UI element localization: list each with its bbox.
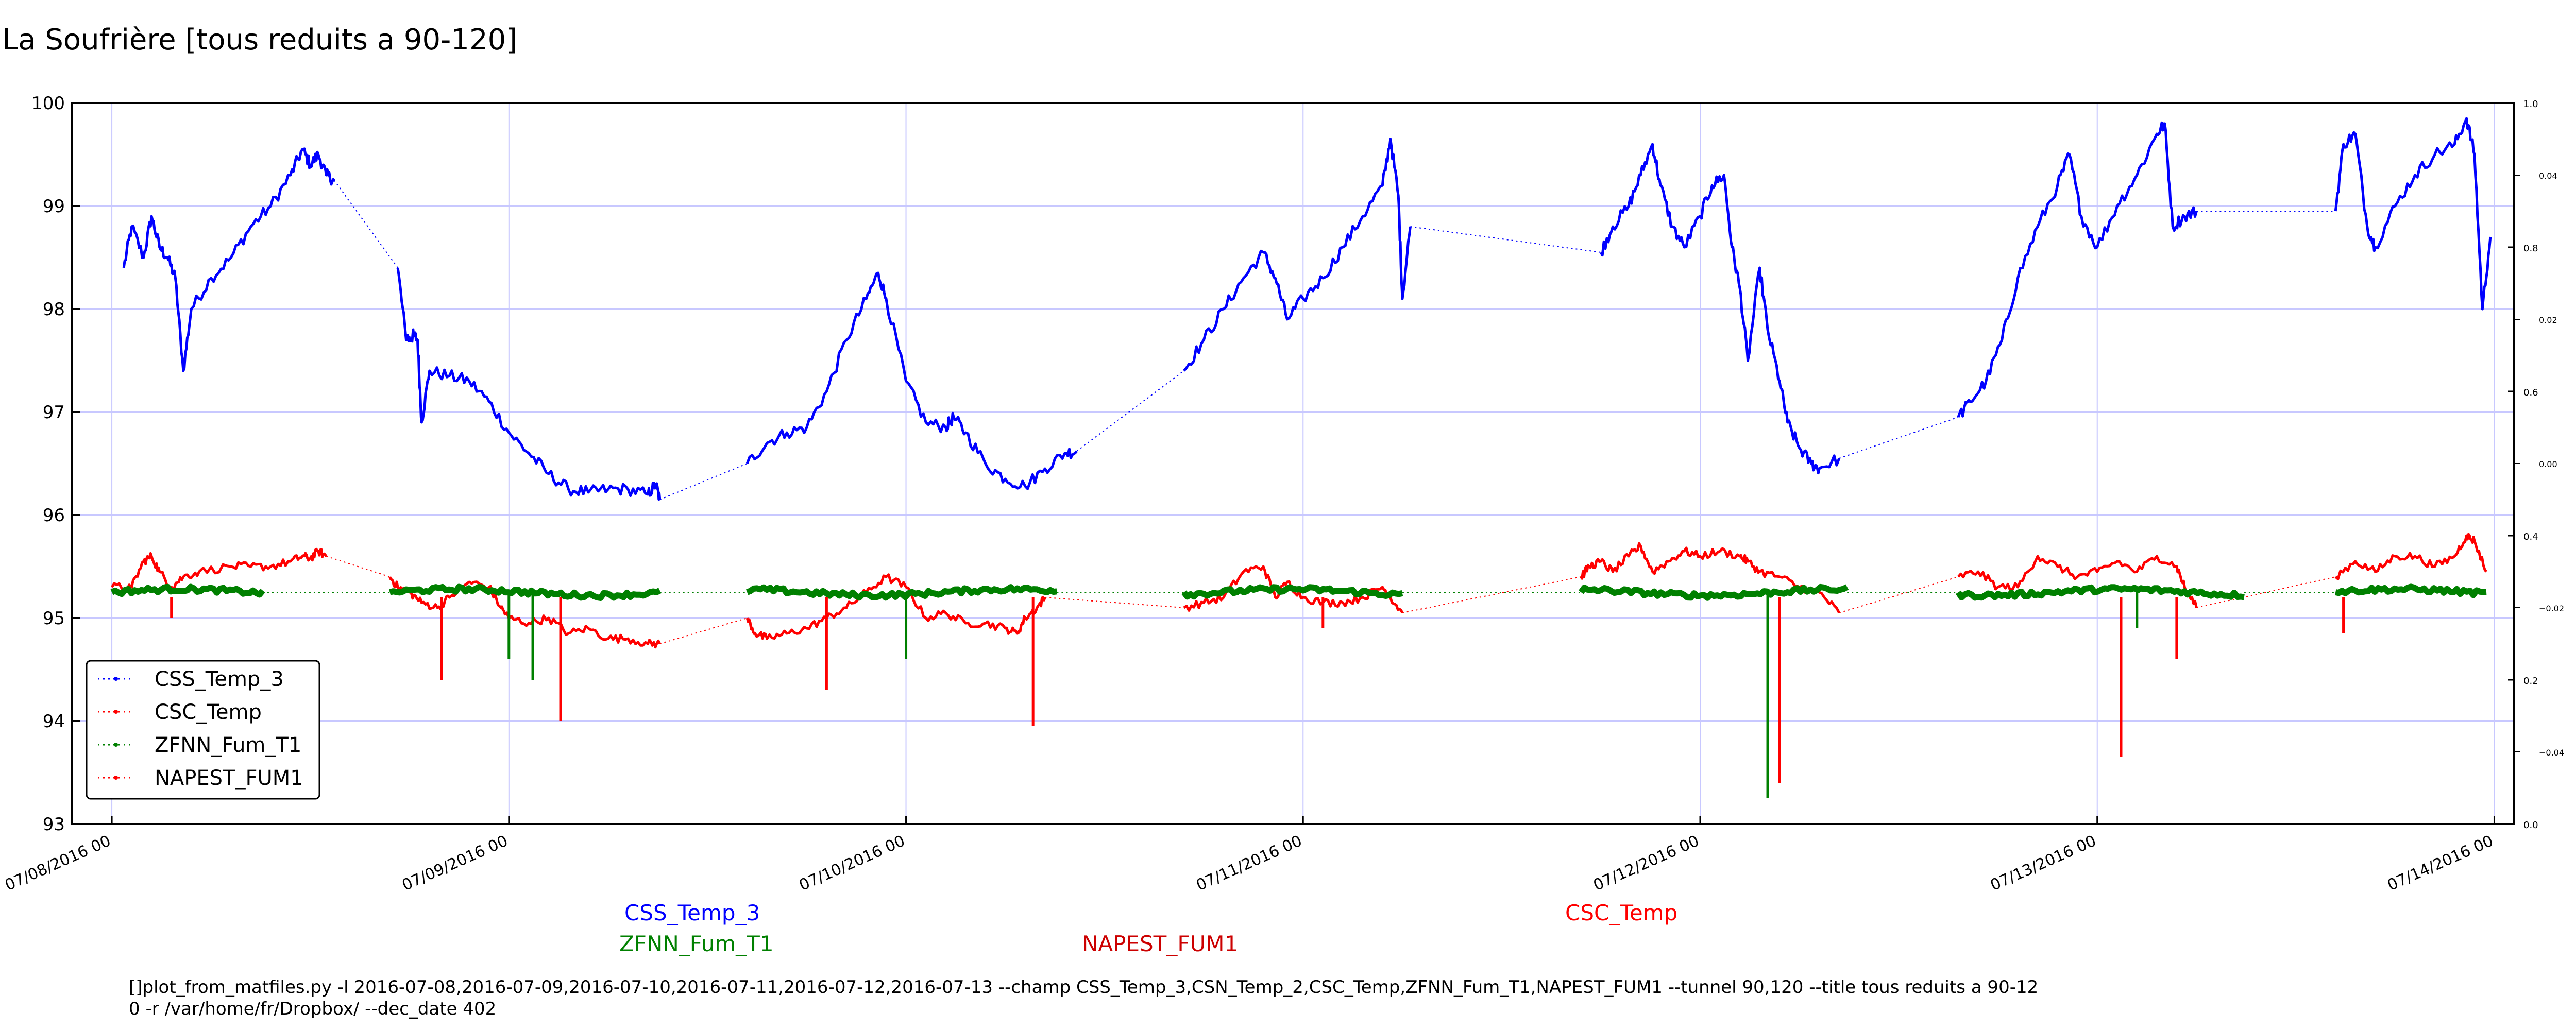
x-tick-label: 07/14/2016 00 bbox=[2385, 832, 2496, 895]
series-css-temp-3-segment bbox=[745, 271, 1078, 490]
legend-label: NAPEST_FUM1 bbox=[155, 766, 303, 790]
right-tick-label: 0.4 bbox=[2523, 531, 2538, 542]
legend-swatch-marker bbox=[114, 677, 118, 681]
series-zfnn-fum-t1 bbox=[110, 583, 2487, 798]
y-tick-label: 94 bbox=[43, 711, 65, 732]
x-tick-label: 07/08/2016 00 bbox=[3, 832, 114, 895]
caption-csc-temp: CSC_Temp bbox=[1565, 900, 1678, 925]
x-tick-label: 07/11/2016 00 bbox=[1194, 832, 1305, 895]
series-csc-temp-gap-connector bbox=[1402, 576, 1581, 613]
y-tick-label: 95 bbox=[43, 608, 65, 629]
series-css-temp-3-segment bbox=[122, 147, 335, 372]
legend-swatch-marker bbox=[114, 776, 118, 780]
grid-lines bbox=[72, 102, 2514, 825]
legend-frame bbox=[86, 660, 320, 800]
series-css-temp-3-segment bbox=[396, 267, 662, 501]
legend-box: CSS_Temp_3 CSC_Temp ZFNN_Fum_T1 NAPEST_FUM1 bbox=[86, 660, 320, 800]
series-csc-temp bbox=[111, 533, 2487, 649]
x-tick-label: 07/09/2016 00 bbox=[399, 832, 511, 895]
series-css-temp-3 bbox=[122, 117, 2492, 501]
series-csc-temp-gap-connector bbox=[1045, 597, 1184, 608]
caption-zfnn-fum-t1: ZFNN_Fum_T1 bbox=[619, 931, 774, 956]
series-css-temp-3-segment bbox=[1183, 138, 1412, 372]
legend-label: CSC_Temp bbox=[155, 700, 262, 724]
zfnn-segment bbox=[1955, 584, 2245, 601]
x-tick-label: 07/12/2016 00 bbox=[1590, 832, 1702, 895]
right-tick-label: 0.8 bbox=[2523, 243, 2538, 254]
y-tick-label: 98 bbox=[43, 299, 65, 320]
y-tick-label: 97 bbox=[43, 402, 65, 423]
right-axis-ticks: 0.0 0.2 0.4 0.6 0.8 1.0 −0.04 −0.02 0.00 0.02 0.04 bbox=[2508, 99, 2564, 831]
series-css-temp-3-segment bbox=[1600, 143, 1841, 475]
chart-title: La Soufrière [tous reduits a 90-120] bbox=[2, 23, 517, 57]
plot-frame bbox=[71, 102, 2515, 825]
right-inner-tick-label: −0.02 bbox=[2539, 604, 2564, 613]
right-inner-tick-label: 0.00 bbox=[2539, 459, 2557, 469]
series-napest-fum1 bbox=[170, 597, 2345, 783]
zfnn-segment bbox=[745, 584, 1058, 601]
series-csc-temp-gap-connector bbox=[659, 617, 748, 644]
legend-label: CSS_Temp_3 bbox=[155, 667, 284, 691]
y-tick-label: 100 bbox=[31, 93, 65, 114]
right-inner-tick-label: −0.04 bbox=[2539, 748, 2564, 758]
legend-label: ZFNN_Fum_T1 bbox=[155, 733, 301, 757]
command-line-1: []plot_from_matfiles.py -l 2016-07-08,20… bbox=[129, 977, 2039, 998]
series-csc-temp-segment bbox=[111, 547, 328, 592]
zfnn-segment bbox=[1578, 583, 1849, 601]
x-tick-label: 07/10/2016 00 bbox=[796, 832, 908, 895]
right-tick-label: 1.0 bbox=[2523, 99, 2538, 110]
series-css-temp-3-gap-connector bbox=[1076, 370, 1184, 452]
y-axis-ticks: 93 94 95 96 97 98 99 100 bbox=[31, 93, 80, 835]
right-inner-tick-label: 0.02 bbox=[2539, 315, 2557, 325]
series-css-temp-3-gap-connector bbox=[333, 180, 398, 268]
legend-swatch-marker bbox=[114, 743, 118, 747]
series-css-temp-3-gap-connector bbox=[1410, 226, 1601, 253]
series-css-temp-3-gap-connector bbox=[1839, 417, 1959, 459]
series-csc-temp-segment bbox=[1957, 555, 2198, 608]
series-css-temp-3-segment bbox=[2334, 117, 2492, 311]
series-css-temp-3-gap-connector bbox=[659, 463, 748, 500]
caption-napest-fum1: NAPEST_FUM1 bbox=[1082, 931, 1239, 956]
series-csc-temp-segment bbox=[1580, 542, 1841, 614]
series-css-temp-3-segment bbox=[1957, 121, 2198, 418]
command-line-2: 0 -r /var/home/fr/Dropbox/ --dec_date 40… bbox=[129, 999, 497, 1019]
right-tick-label: 0.6 bbox=[2523, 387, 2538, 398]
x-tick-label: 07/13/2016 00 bbox=[1988, 832, 2099, 895]
legend-entry: CSS_Temp_3 bbox=[98, 667, 284, 691]
y-tick-label: 99 bbox=[43, 196, 65, 217]
right-tick-label: 0.0 bbox=[2523, 820, 2538, 831]
legend-entry: ZFNN_Fum_T1 bbox=[98, 733, 301, 757]
x-axis-ticks: 07/08/2016 00 07/09/2016 00 07/10/2016 00 0… bbox=[3, 816, 2496, 895]
y-tick-label: 96 bbox=[43, 505, 65, 526]
series-csc-temp-gap-connector bbox=[326, 556, 390, 577]
legend-swatch-marker bbox=[114, 710, 118, 714]
legend-entry: CSC_Temp bbox=[98, 700, 262, 724]
series-csc-temp-segment bbox=[2334, 533, 2487, 580]
series-csc-temp-gap-connector bbox=[1839, 576, 1959, 613]
y-tick-label: 93 bbox=[43, 814, 65, 835]
plot-series bbox=[110, 117, 2492, 798]
legend-entry: NAPEST_FUM1 bbox=[98, 766, 303, 790]
series-csc-temp-segment bbox=[745, 573, 1046, 640]
right-inner-tick-label: 0.04 bbox=[2539, 171, 2557, 181]
zfnn-segment bbox=[1181, 584, 1403, 600]
zfnn-segment bbox=[388, 583, 662, 601]
series-csc-temp-segment bbox=[388, 576, 661, 649]
zfnn-segment bbox=[110, 583, 265, 598]
zfnn-segment bbox=[2335, 583, 2487, 598]
caption-css-temp-3: CSS_Temp_3 bbox=[624, 900, 760, 925]
command-line: []plot_from_matfiles.py -l 2016-07-08,20… bbox=[129, 976, 2038, 1020]
right-tick-label: 0.2 bbox=[2523, 676, 2538, 686]
series-csc-temp-gap-connector bbox=[2196, 576, 2336, 608]
